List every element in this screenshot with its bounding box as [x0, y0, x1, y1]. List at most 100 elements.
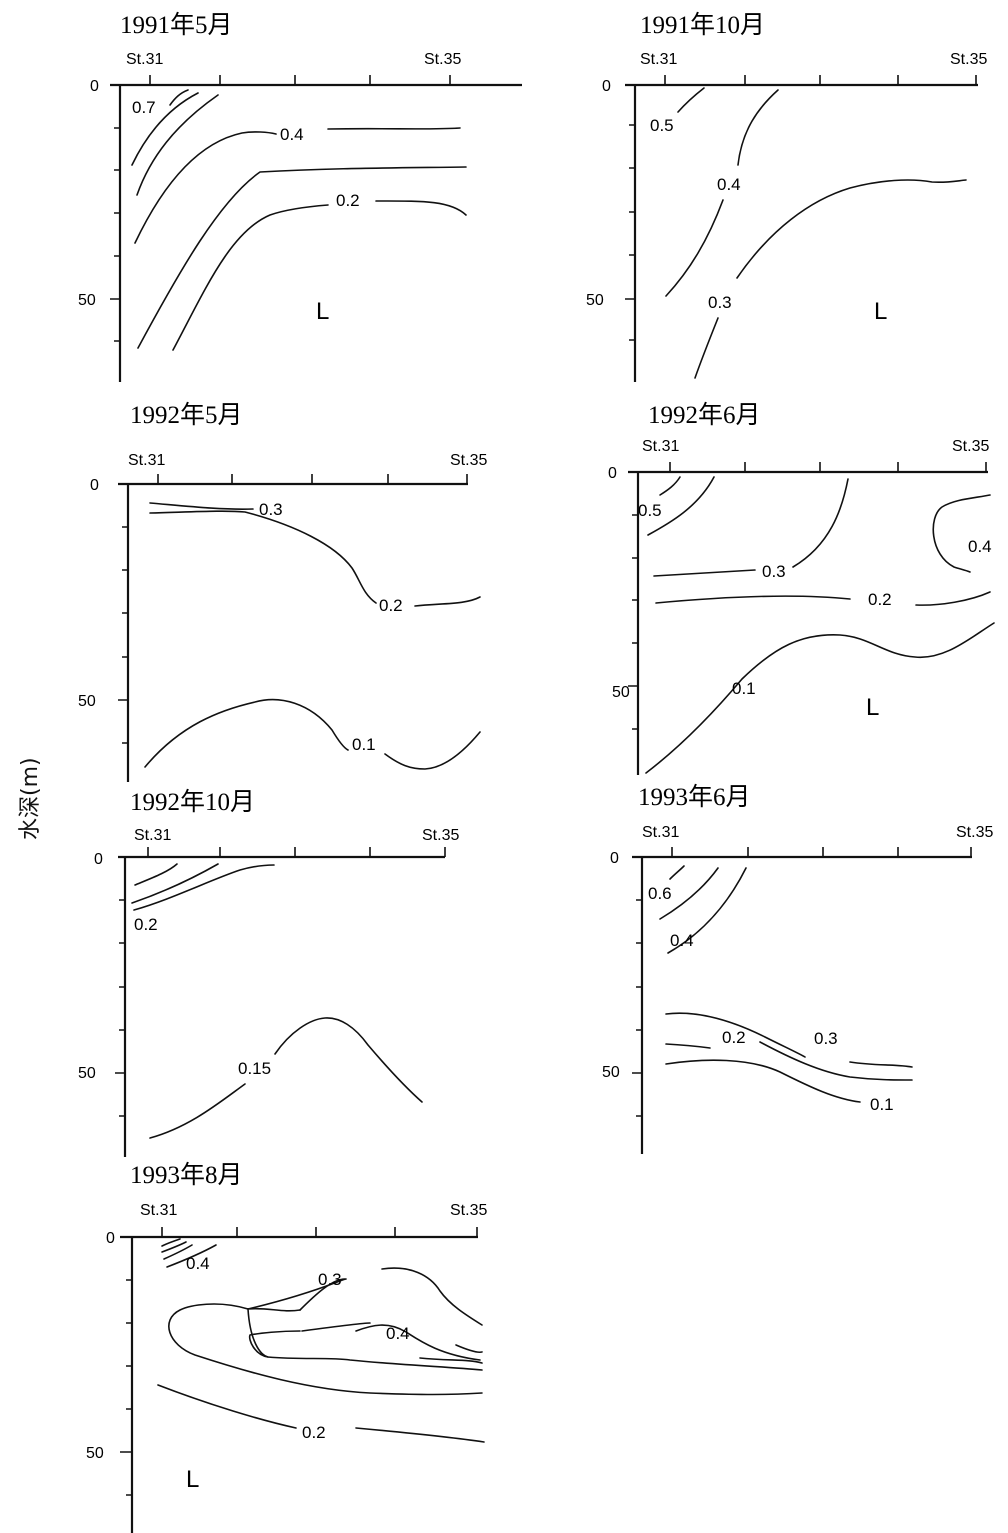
x-ticks [664, 75, 977, 85]
x-end-label: St.35 [950, 51, 987, 68]
contour-line [299, 1278, 346, 1311]
x-end-label: St.35 [956, 824, 993, 841]
panel-1992-06: 1992年6月 St.31 St.35 0 50 0.5 0.4 0.3 0.2… [608, 401, 995, 775]
contour-label: 0.1 [732, 679, 756, 698]
x-end-label: St.35 [952, 438, 989, 455]
contour-line [137, 166, 467, 349]
contour-label: 0.3 [762, 562, 786, 581]
contour-line [157, 1384, 297, 1429]
x-start-label: St.31 [126, 51, 163, 68]
contour-line [381, 1267, 483, 1326]
contour-label: 0.2 [379, 596, 403, 615]
y-ticks [628, 514, 638, 730]
contour-label: 0.3 [814, 1029, 838, 1048]
contour-label: 0.4 [968, 537, 992, 556]
contour-label: 0.6 [648, 884, 672, 903]
contour-line [384, 731, 481, 770]
contour-line [653, 569, 756, 577]
y-axis-label-text: 水深(m) [18, 757, 43, 840]
contour-label: 0.5 [638, 501, 662, 520]
contour-label: 0.3 [259, 500, 283, 519]
panel-title: 1992年5月 [130, 401, 243, 429]
y-ticks [118, 526, 128, 744]
y-tick-label: 50 [586, 292, 604, 309]
panel-1991-10: 1991年10月 St.31 St.35 0 50 0.5 0.4 0.3 L [586, 11, 987, 382]
contour-label: 0.2 [336, 191, 360, 210]
x-ticks [147, 847, 446, 857]
x-start-label: St.31 [128, 452, 165, 469]
contour-line [133, 864, 275, 911]
x-end-label: St.35 [424, 51, 461, 68]
contour-line [247, 1307, 301, 1312]
contour-label: 0.5 [650, 116, 674, 135]
x-ticks [149, 75, 451, 85]
contour-line [659, 476, 681, 496]
contour-line [149, 502, 254, 510]
contour-line [665, 1059, 861, 1103]
contour-label: 0.1 [352, 735, 376, 754]
x-end-label: St.35 [450, 1202, 487, 1219]
contour-line [355, 1427, 485, 1443]
contour-line [136, 94, 219, 196]
y-tick-label: 0 [90, 477, 99, 494]
contour-line [665, 199, 724, 297]
region-label: L [874, 298, 887, 325]
contour-line [665, 1012, 806, 1058]
contour-line [647, 476, 715, 536]
contour-line [665, 1043, 711, 1049]
contour-line [131, 863, 219, 904]
contour-label: 0.4 [670, 931, 694, 950]
x-end-label: St.35 [422, 827, 459, 844]
contour-label: 0.4 [386, 1324, 410, 1343]
contour-label: 0.4 [186, 1254, 210, 1273]
contour-line [163, 1244, 193, 1260]
panel-title: 1993年6月 [638, 783, 751, 811]
panel-title: 1993年8月 [130, 1161, 243, 1189]
y-tick-label: 50 [78, 1065, 96, 1082]
contour-line [274, 1017, 423, 1103]
contour-label: 0.4 [717, 175, 741, 194]
contour-line [248, 1330, 301, 1358]
y-tick-label: 50 [602, 1064, 620, 1081]
y-tick-label: 0 [602, 78, 611, 95]
y-tick-label: 0 [608, 465, 617, 482]
x-start-label: St.31 [640, 51, 677, 68]
panel-title: 1991年5月 [120, 11, 233, 39]
contour-line [455, 1344, 483, 1354]
contour-line [736, 179, 967, 279]
contour-line [667, 867, 747, 954]
x-start-label: St.31 [134, 827, 171, 844]
panel-1992-10: 1992年10月 St.31 St.35 0 50 0.2 0.15 [78, 788, 459, 1157]
contour-line [247, 1308, 483, 1371]
contour-line [134, 863, 178, 886]
contour-line [655, 595, 851, 604]
x-ticks [161, 1227, 478, 1237]
contour-line [149, 510, 377, 604]
contour-line [134, 131, 277, 244]
y-tick-label: 0 [106, 1230, 115, 1247]
panel-1991-05: 1991年5月 St.31 St.35 0 50 0.7 0.4 0.2 L [78, 11, 522, 382]
y-axis-label: 水深(m) [4, 690, 44, 850]
y-tick-label: 50 [78, 292, 96, 309]
y-tick-label: 50 [78, 693, 96, 710]
x-ticks [157, 474, 468, 484]
contour-line [677, 87, 705, 113]
y-ticks [625, 124, 635, 341]
contour-line [172, 204, 329, 351]
y-ticks [115, 899, 125, 1117]
panel-title: 1992年10月 [130, 788, 255, 816]
y-tick-label: 50 [612, 684, 630, 701]
contour-label: 0.3 [318, 1270, 342, 1289]
panel-1993-06: 1993年6月 St.31 St.35 0 50 0.6 0.4 0.3 0.2… [602, 783, 993, 1154]
x-start-label: St.31 [642, 824, 679, 841]
contour-line [149, 1083, 246, 1139]
contour-label: 0.7 [132, 98, 156, 117]
contour-line [161, 1241, 187, 1253]
contour-line [327, 127, 461, 130]
contour-line [915, 591, 991, 606]
y-tick-label: 0 [610, 850, 619, 867]
contour-line [375, 200, 467, 216]
contour-line [645, 622, 995, 774]
contour-line [169, 89, 189, 106]
contour-label: 0.15 [238, 1059, 271, 1078]
